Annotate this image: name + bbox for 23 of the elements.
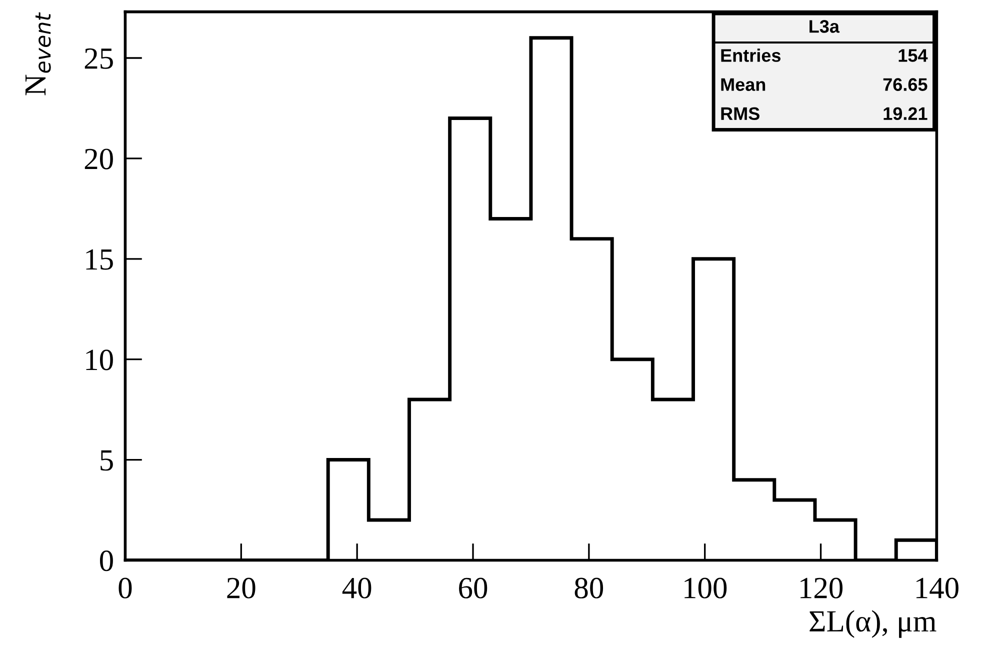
x-tick-label: 140 — [916, 578, 958, 598]
x-tick-label: 120 — [800, 578, 843, 598]
annotation: Mean — [721, 78, 766, 91]
annotation: 76.65 — [883, 78, 928, 91]
y-tick-label: 10 — [86, 350, 113, 370]
x-tick-label: 20 — [227, 578, 256, 598]
x-tick-label: 0 — [118, 578, 132, 598]
annotation: 154 — [898, 49, 928, 62]
y-tick-label: 0 — [100, 550, 113, 572]
y-tick-label: 20 — [84, 148, 113, 170]
x-tick-label: 100 — [684, 578, 727, 598]
annotation: 19.21 — [884, 107, 928, 120]
annotation: RMS — [721, 107, 760, 120]
annotation: L3a — [810, 20, 840, 33]
x-tick-label: 80 — [574, 578, 604, 598]
y-tick-label: 5 — [100, 450, 113, 471]
y-tick-label: 15 — [86, 249, 113, 270]
x-axis-title: ΣL(α), μm — [810, 610, 936, 638]
annotation: Entries — [721, 48, 781, 62]
x-tick-label: 40 — [342, 578, 372, 598]
y-axis-title: N$_{event}$ — [26, 12, 51, 96]
x-tick-label: 60 — [459, 578, 488, 598]
y-tick-label: 25 — [84, 48, 113, 69]
